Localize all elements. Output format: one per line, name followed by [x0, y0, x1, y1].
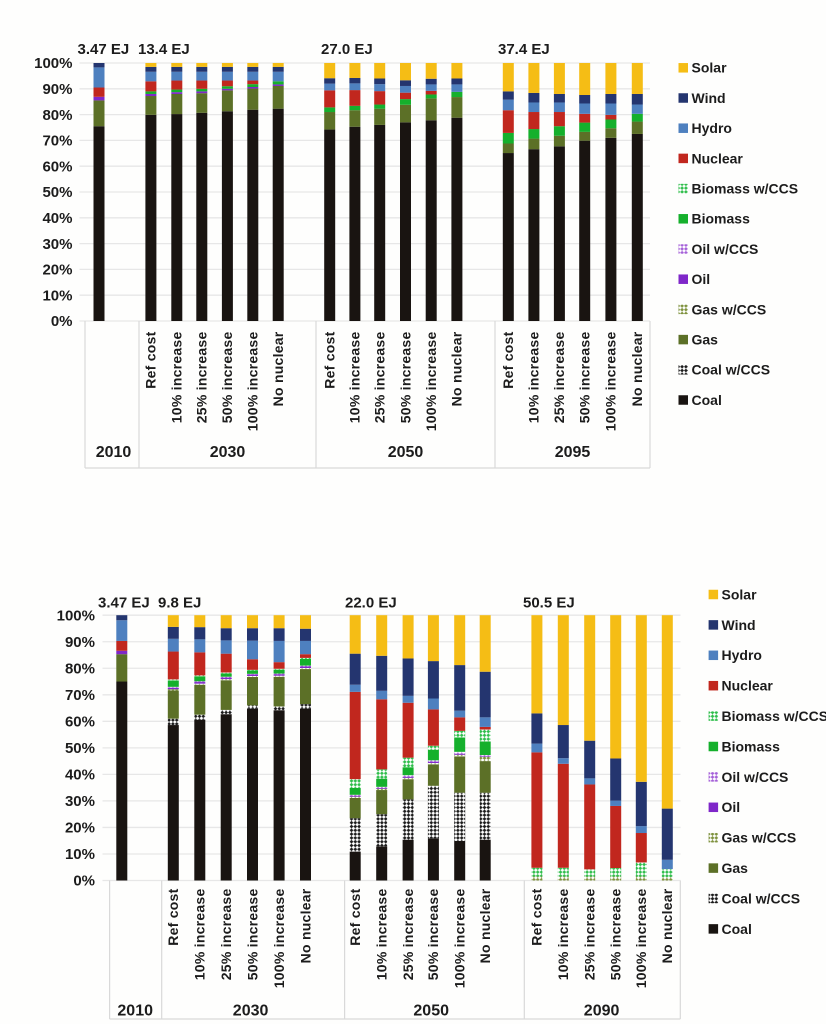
svg-text:50% increase: 50% increase: [244, 889, 260, 981]
svg-text:Gas w/CCS: Gas w/CCS: [722, 830, 797, 846]
svg-text:13.4 EJ: 13.4 EJ: [138, 41, 190, 58]
svg-text:2010: 2010: [96, 444, 132, 461]
svg-text:100%: 100%: [34, 55, 72, 72]
svg-text:30%: 30%: [42, 236, 72, 253]
svg-text:Coal w/CCS: Coal w/CCS: [722, 890, 801, 906]
svg-text:Hydro: Hydro: [692, 120, 732, 136]
svg-text:50% increase: 50% increase: [608, 889, 624, 981]
svg-text:Coal w/CCS: Coal w/CCS: [692, 362, 771, 378]
svg-text:25% increase: 25% increase: [194, 332, 210, 424]
svg-text:25% increase: 25% increase: [551, 332, 567, 424]
svg-text:10% increase: 10% increase: [347, 332, 363, 424]
svg-text:Oil: Oil: [722, 799, 741, 815]
svg-text:Biomass w/CCS: Biomass w/CCS: [692, 181, 799, 197]
svg-text:No nuclear: No nuclear: [449, 331, 465, 406]
svg-text:37.4 EJ: 37.4 EJ: [498, 41, 550, 58]
svg-text:25% increase: 25% increase: [400, 889, 416, 981]
svg-text:Oil: Oil: [692, 271, 711, 287]
svg-text:No nuclear: No nuclear: [659, 888, 675, 963]
svg-text:70%: 70%: [42, 133, 72, 150]
svg-text:Wind: Wind: [722, 617, 756, 633]
svg-text:10% increase: 10% increase: [192, 889, 208, 981]
svg-text:Ref cost: Ref cost: [500, 331, 516, 388]
svg-text:Ref cost: Ref cost: [529, 888, 545, 945]
svg-text:10%: 10%: [42, 287, 72, 304]
svg-text:0%: 0%: [51, 313, 73, 330]
svg-text:No nuclear: No nuclear: [297, 888, 313, 963]
svg-text:2095: 2095: [555, 444, 591, 461]
svg-text:Biomass: Biomass: [722, 738, 781, 754]
svg-text:40%: 40%: [42, 210, 72, 227]
svg-text:No nuclear: No nuclear: [270, 331, 286, 406]
svg-text:3.47 EJ: 3.47 EJ: [98, 595, 150, 612]
svg-text:10% increase: 10% increase: [526, 332, 542, 424]
svg-text:30%: 30%: [65, 793, 95, 810]
svg-text:100% increase: 100% increase: [633, 889, 649, 989]
svg-text:Nuclear: Nuclear: [692, 150, 744, 166]
svg-text:Wind: Wind: [692, 90, 726, 106]
svg-text:60%: 60%: [42, 158, 72, 175]
svg-text:Coal: Coal: [692, 392, 722, 408]
svg-text:70%: 70%: [65, 687, 95, 704]
svg-text:22.0 EJ: 22.0 EJ: [345, 595, 397, 612]
svg-text:2010: 2010: [117, 1003, 153, 1020]
svg-text:100% increase: 100% increase: [271, 889, 287, 989]
svg-text:25% increase: 25% increase: [218, 889, 234, 981]
svg-text:Ref cost: Ref cost: [165, 888, 181, 945]
svg-text:No nuclear: No nuclear: [477, 888, 493, 963]
svg-text:0%: 0%: [73, 873, 95, 890]
svg-text:90%: 90%: [42, 81, 72, 98]
svg-text:Hydro: Hydro: [722, 647, 762, 663]
svg-text:10%: 10%: [65, 846, 95, 863]
svg-text:100% increase: 100% increase: [423, 332, 439, 432]
svg-text:50%: 50%: [42, 184, 72, 201]
svg-text:20%: 20%: [65, 820, 95, 837]
svg-text:No nuclear: No nuclear: [629, 331, 645, 406]
svg-text:40%: 40%: [65, 767, 95, 784]
svg-text:50% increase: 50% increase: [219, 332, 235, 424]
svg-text:2030: 2030: [210, 444, 246, 461]
svg-text:50.5 EJ: 50.5 EJ: [523, 595, 575, 612]
svg-text:3.47 EJ: 3.47 EJ: [78, 41, 130, 58]
svg-text:Solar: Solar: [722, 586, 758, 602]
svg-text:10% increase: 10% increase: [555, 889, 571, 981]
svg-text:Nuclear: Nuclear: [722, 678, 774, 694]
svg-text:80%: 80%: [65, 660, 95, 677]
svg-text:2050: 2050: [413, 1003, 449, 1020]
svg-text:Ref cost: Ref cost: [143, 331, 159, 388]
svg-text:20%: 20%: [42, 262, 72, 279]
svg-text:Gas w/CCS: Gas w/CCS: [692, 301, 767, 317]
svg-text:Gas: Gas: [722, 860, 749, 876]
svg-text:27.0 EJ: 27.0 EJ: [321, 41, 373, 58]
svg-text:50% increase: 50% increase: [397, 332, 413, 424]
svg-text:2090: 2090: [584, 1003, 620, 1020]
svg-text:Oil w/CCS: Oil w/CCS: [692, 241, 759, 257]
svg-text:25% increase: 25% increase: [372, 332, 388, 424]
svg-text:90%: 90%: [65, 634, 95, 651]
svg-text:Gas: Gas: [692, 332, 719, 348]
svg-text:60%: 60%: [65, 714, 95, 731]
svg-text:Biomass w/CCS: Biomass w/CCS: [722, 708, 826, 724]
svg-text:50%: 50%: [65, 740, 95, 757]
svg-text:2050: 2050: [388, 444, 424, 461]
svg-text:Ref cost: Ref cost: [322, 331, 338, 388]
svg-text:25% increase: 25% increase: [582, 889, 598, 981]
svg-text:100% increase: 100% increase: [603, 332, 619, 432]
svg-text:10% increase: 10% increase: [169, 332, 185, 424]
svg-text:9.8 EJ: 9.8 EJ: [158, 595, 201, 612]
svg-text:Ref cost: Ref cost: [347, 888, 363, 945]
svg-text:100%: 100%: [57, 607, 95, 624]
svg-text:100% increase: 100% increase: [245, 332, 261, 432]
svg-text:50% increase: 50% increase: [577, 332, 593, 424]
svg-text:Solar: Solar: [692, 60, 728, 76]
svg-text:10% increase: 10% increase: [374, 889, 390, 981]
svg-text:100% increase: 100% increase: [452, 889, 468, 989]
svg-text:80%: 80%: [42, 107, 72, 124]
svg-text:Oil w/CCS: Oil w/CCS: [722, 769, 789, 785]
svg-text:Coal: Coal: [722, 921, 752, 937]
svg-text:2030: 2030: [233, 1003, 269, 1020]
svg-text:Biomass: Biomass: [692, 211, 751, 227]
svg-text:50% increase: 50% increase: [425, 889, 441, 981]
